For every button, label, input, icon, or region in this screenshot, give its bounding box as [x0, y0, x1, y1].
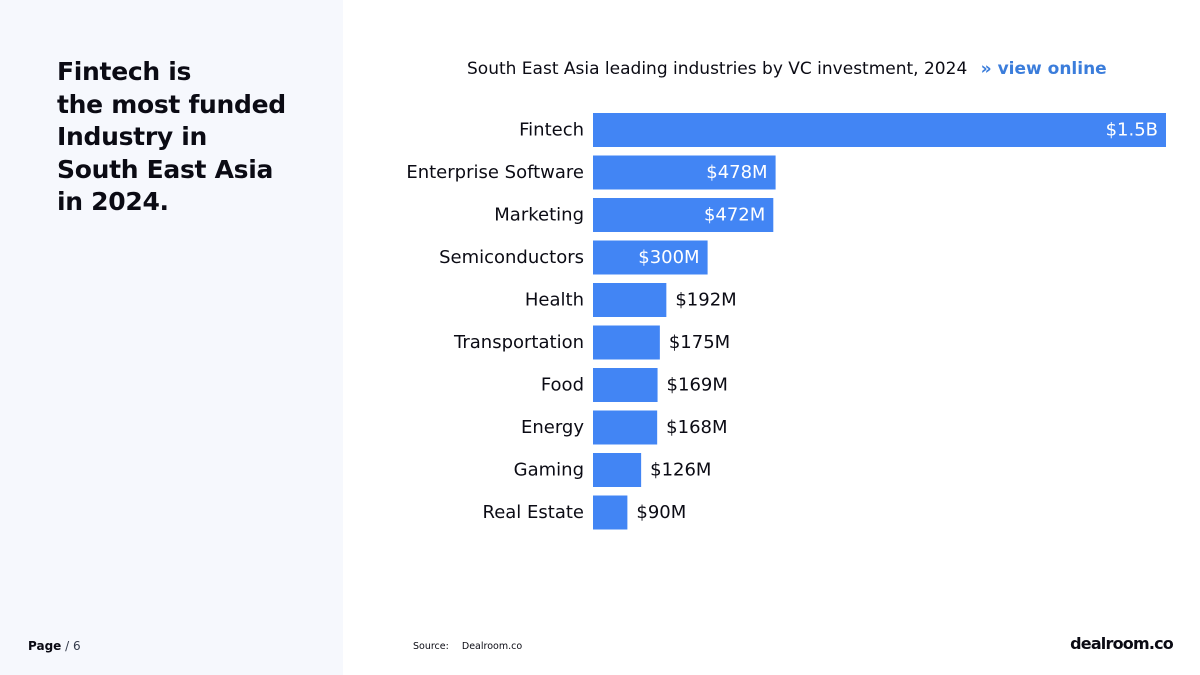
category-label: Food — [541, 375, 584, 396]
bar — [593, 155, 776, 190]
value-label: $478M — [706, 162, 767, 183]
page-separator: / — [61, 639, 73, 653]
chart-title: South East Asia leading industries by VC… — [467, 59, 968, 79]
value-label: $1.5B — [1106, 120, 1158, 141]
source-value: Dealroom.co — [461, 641, 523, 652]
value-label: $175M — [669, 332, 730, 353]
headline-line: Fintech is — [57, 57, 192, 86]
value-label: $126M — [650, 460, 711, 481]
headline-line: Industry in — [57, 122, 208, 151]
page-number: Page / 6 — [28, 639, 81, 653]
page-headline: Fintech is the most funded Industry in S… — [57, 56, 317, 219]
category-label: Energy — [521, 417, 584, 438]
left-panel — [0, 0, 343, 675]
double-chevron-right-icon: » — [980, 59, 992, 79]
bar — [593, 325, 660, 360]
bar — [593, 495, 628, 530]
headline-line: South East Asia — [57, 154, 274, 184]
bar — [593, 283, 667, 317]
category-label: Fintech — [519, 120, 584, 141]
category-label: Transportation — [453, 332, 584, 353]
value-label: $169M — [667, 375, 728, 396]
value-label: $300M — [638, 247, 699, 268]
bar — [593, 368, 658, 402]
page-index: 6 — [72, 639, 81, 653]
view-online-label: view online — [997, 59, 1107, 79]
dealroom-logo: dealroom.co — [1070, 634, 1174, 653]
bar-chart: Fintech $1.5B Enterprise Software $478M Mark… — [406, 113, 1166, 530]
source-label: Source: — [413, 641, 449, 652]
category-label: Real Estate — [483, 502, 585, 523]
category-label: Marketing — [494, 205, 584, 226]
category-label: Enterprise Software — [406, 162, 584, 183]
category-label: Health — [525, 290, 584, 311]
value-label: $90M — [636, 502, 686, 523]
category-label: Gaming — [514, 460, 584, 481]
value-label: $168M — [666, 417, 727, 438]
bar — [593, 453, 642, 487]
bar — [593, 113, 1166, 147]
headline-line: in 2024. — [57, 187, 169, 216]
value-label: $472M — [704, 205, 765, 226]
value-label: $192M — [675, 290, 736, 311]
page-label: Page — [28, 639, 62, 653]
headline-line: the most funded — [57, 89, 286, 119]
view-online-link[interactable]: » view online — [981, 59, 1107, 79]
bar — [593, 240, 708, 275]
chart-header: South East Asia leading industries by VC… — [467, 56, 1107, 82]
category-label: Semiconductors — [439, 247, 584, 268]
bar — [593, 198, 774, 232]
source-note: Source: Dealroom.co — [413, 641, 522, 652]
bar — [593, 410, 658, 445]
